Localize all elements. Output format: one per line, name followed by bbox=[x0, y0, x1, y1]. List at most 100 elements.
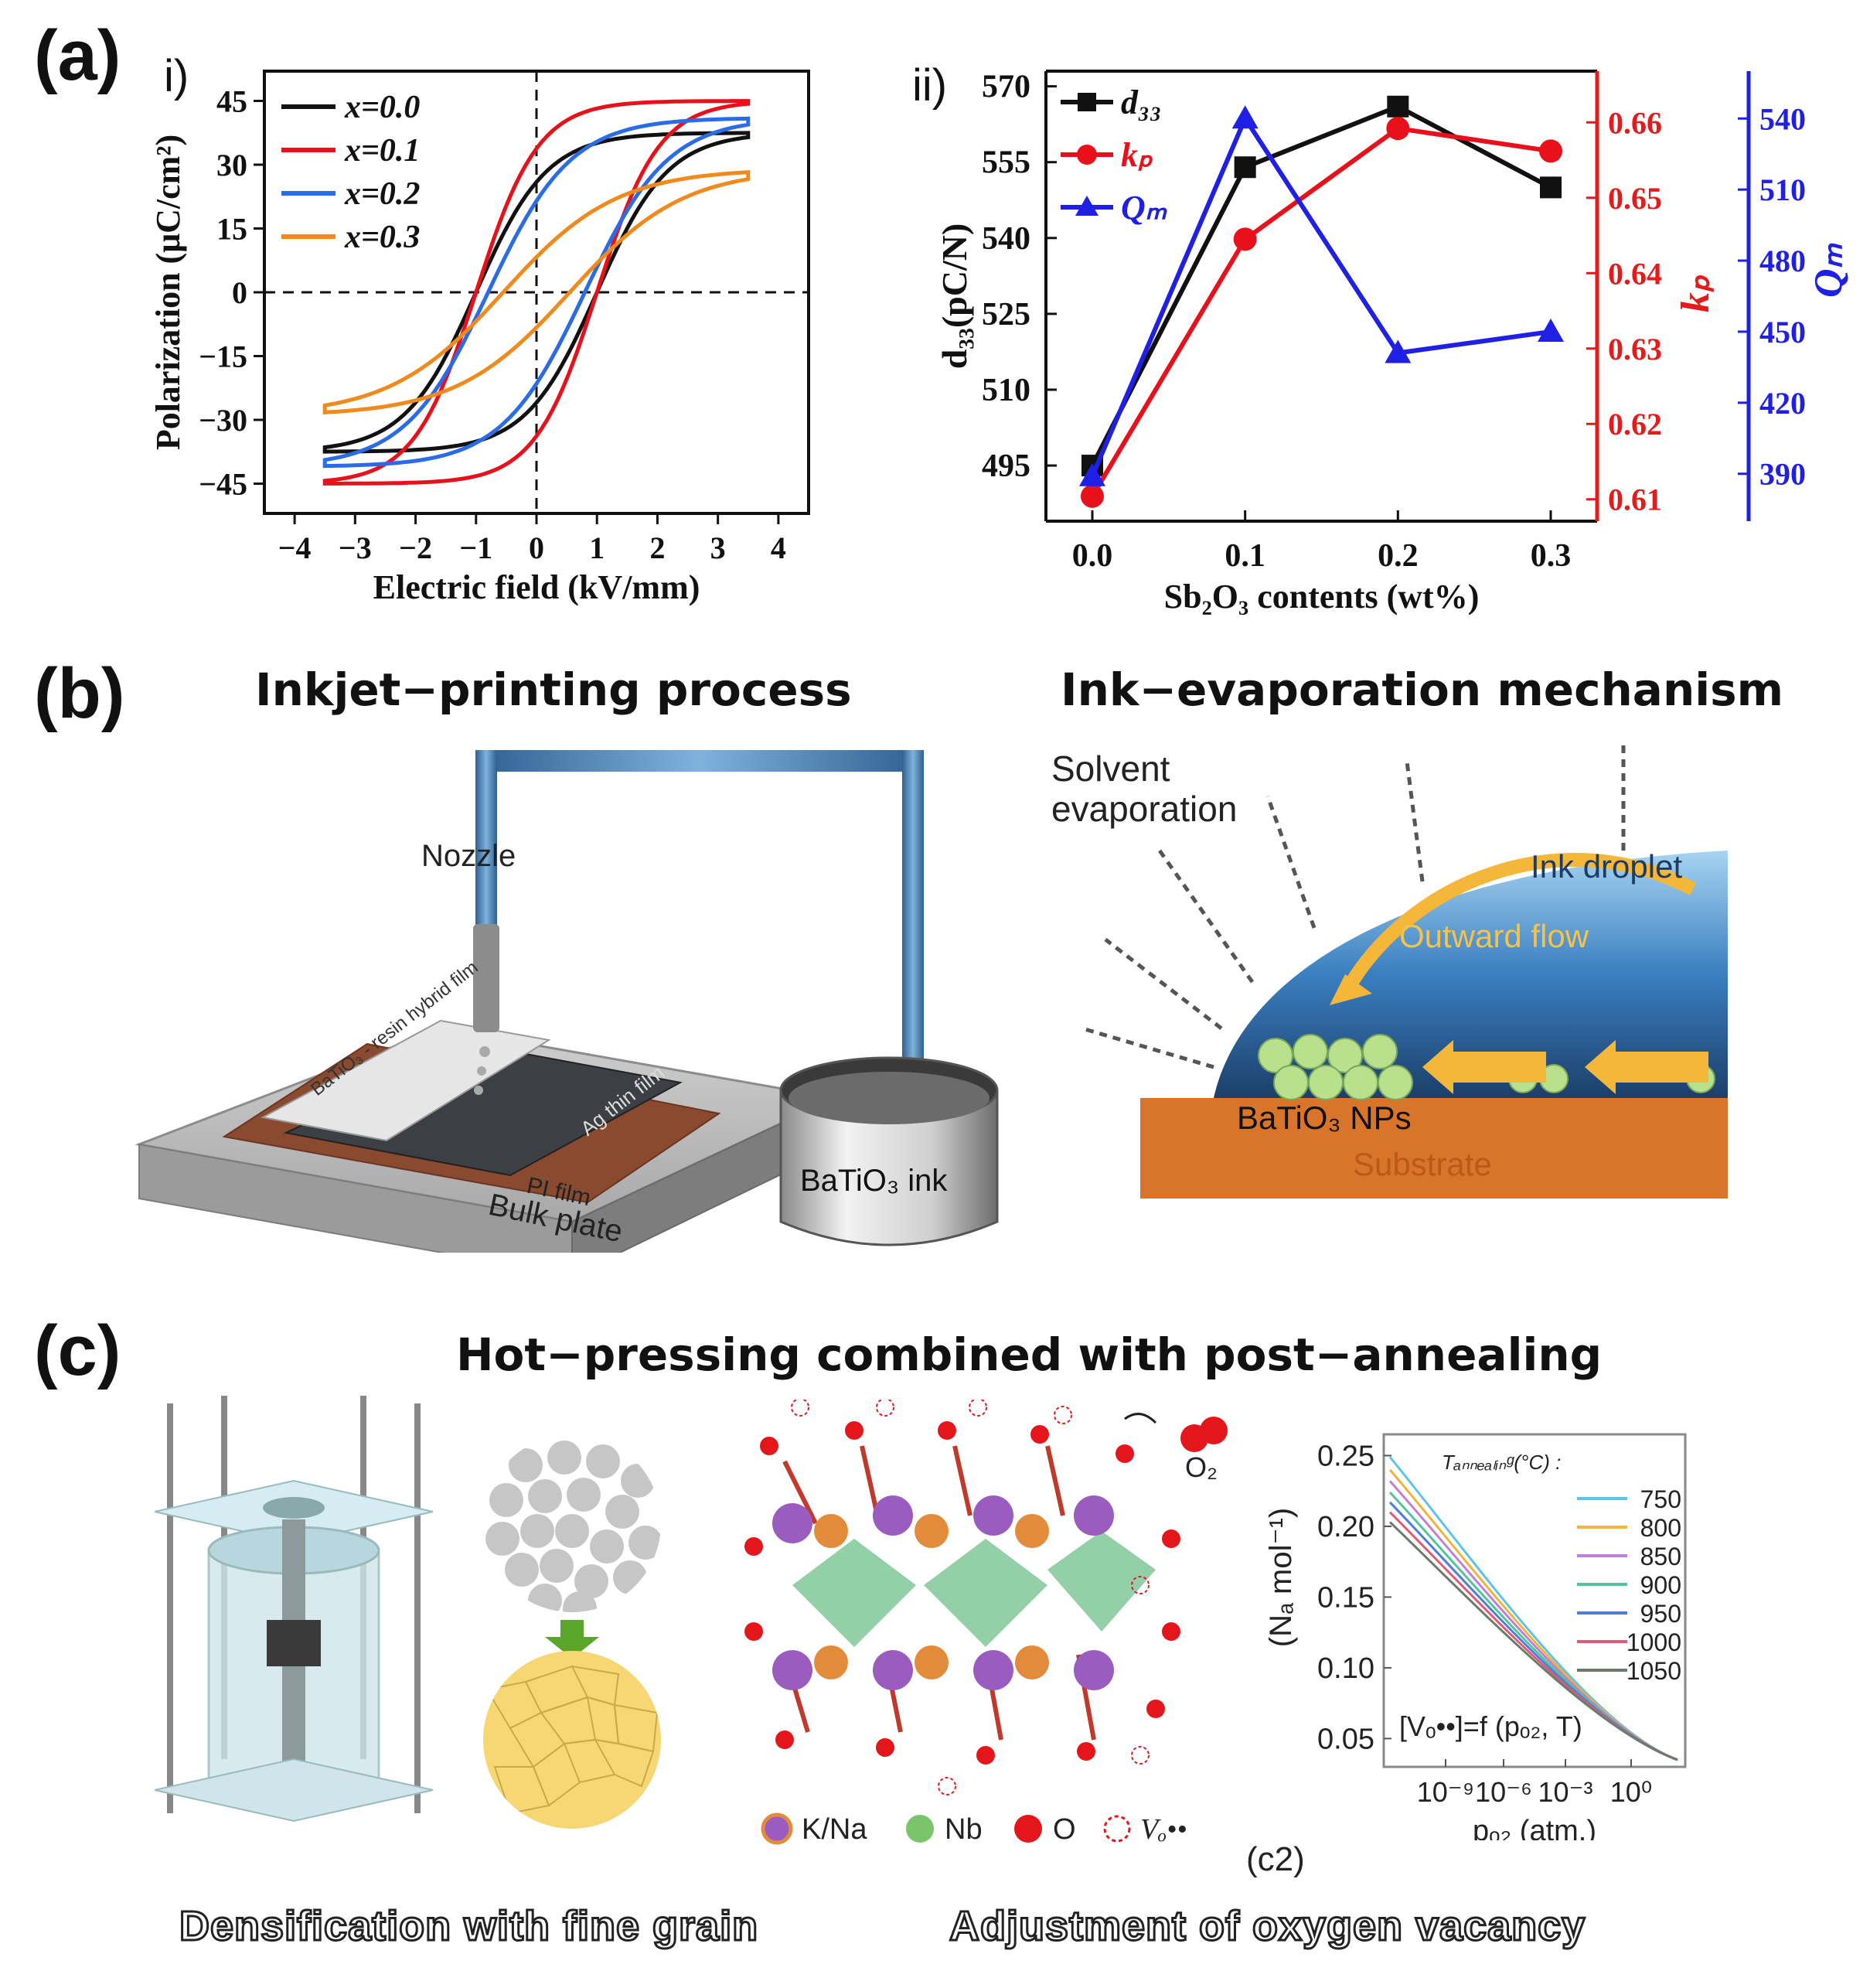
hot-pressing-title: Hot−pressing combined with post−annealin… bbox=[456, 1328, 1603, 1381]
y-tick-label: −45 bbox=[199, 467, 247, 502]
Qm-line bbox=[1090, 113, 1552, 477]
y-tick-label: 0.10 bbox=[1317, 1652, 1374, 1685]
qm-marker bbox=[1079, 462, 1105, 486]
x-tick-label: 10⁻³ bbox=[1538, 1776, 1592, 1808]
legend-label: 1000 bbox=[1626, 1628, 1681, 1656]
ink-container bbox=[779, 1090, 999, 1246]
subpanel-i-label: i) bbox=[164, 51, 189, 101]
kp-tick-label: 0.65 bbox=[1608, 181, 1662, 216]
d33-marker bbox=[1234, 156, 1256, 179]
legend-label: x=0.3 bbox=[344, 220, 420, 255]
y-axis-label: (Nₐ mol⁻¹) bbox=[1264, 1508, 1298, 1647]
ink-droplet bbox=[1214, 851, 1728, 1098]
legend-label: 1050 bbox=[1626, 1657, 1681, 1685]
kp-axis-label: kₚ bbox=[1674, 275, 1718, 312]
legend-label: 850 bbox=[1640, 1543, 1681, 1570]
y-tick-label: 0.20 bbox=[1317, 1511, 1374, 1543]
kp-marker bbox=[1081, 484, 1104, 508]
y-tick-label: 0.15 bbox=[1317, 1581, 1374, 1614]
legend-label: Qₘ bbox=[1121, 189, 1168, 227]
y-tick-label: 15 bbox=[216, 212, 247, 247]
y-tick-label: 0 bbox=[232, 275, 247, 310]
d33-marker bbox=[1540, 176, 1562, 199]
solvent-label: Solvent bbox=[1051, 748, 1170, 789]
sb2o3-properties-chart: ii) 0.0 0.1 0.2 0.3 495 510 525 540 555 570 0.61 0.6… bbox=[912, 60, 1851, 615]
x-tick-label: 0.0 bbox=[1072, 538, 1113, 574]
hot-press-diagram bbox=[154, 1396, 434, 1823]
qm-axis-label: Qₘ bbox=[1807, 242, 1851, 298]
qm-marker bbox=[1231, 105, 1259, 129]
evaporation-arrows bbox=[1081, 742, 1626, 1069]
kp-marker bbox=[1386, 117, 1410, 141]
pe-loop-x-0.3 bbox=[322, 170, 751, 414]
vacancy-legend-icon bbox=[1103, 1815, 1131, 1843]
substrate-label: Substrate bbox=[1353, 1146, 1492, 1182]
kp-tick-label: 0.62 bbox=[1608, 407, 1662, 442]
d33-line bbox=[1090, 104, 1552, 467]
outward-flow-label: Outward flow bbox=[1399, 918, 1589, 954]
down-arrow bbox=[545, 1620, 599, 1659]
kp-tick-label: 0.64 bbox=[1608, 256, 1662, 291]
x-tick-label: 10⁰ bbox=[1610, 1776, 1652, 1808]
crystal-legend: K/Na Nb O Vₒ•• bbox=[761, 1812, 1187, 1846]
qm-tick-label: 540 bbox=[1759, 101, 1806, 136]
x-tick-label: −4 bbox=[278, 530, 312, 565]
inkjet-printing-diagram: Nozzle BaTiO₃ - resin hybrid film Ag thi… bbox=[135, 750, 999, 1253]
qm-tick-label: 390 bbox=[1759, 457, 1806, 492]
vacancy-curve-1050 bbox=[1388, 1521, 1678, 1761]
y-tick-label: −30 bbox=[199, 403, 247, 438]
x-tick-label: −1 bbox=[459, 530, 492, 565]
x-tick-label: 0.3 bbox=[1531, 538, 1572, 574]
c2-label: (c2) bbox=[1246, 1840, 1305, 1878]
vacancy-legend-label: Vₒ•• bbox=[1140, 1813, 1187, 1846]
qm-tick-label: 420 bbox=[1759, 386, 1806, 421]
nb-legend-label: Nb bbox=[945, 1813, 983, 1846]
nanoparticles-label: BaTiO₃ NPs bbox=[1237, 1100, 1412, 1136]
ink-evaporation-title: Ink−evaporation mechanism bbox=[1061, 663, 1784, 716]
substrate bbox=[1140, 1098, 1728, 1199]
qm-tick-label: 510 bbox=[1759, 172, 1806, 207]
d33-tick-label: 510 bbox=[982, 373, 1030, 408]
d33-tick-label: 495 bbox=[982, 448, 1030, 484]
d33-marker bbox=[1387, 95, 1409, 118]
grain-densification-diagram bbox=[483, 1434, 661, 1829]
legend-marker bbox=[1077, 145, 1097, 165]
x-axis-label: Sb₂O₃ contents (wt%) bbox=[1164, 578, 1480, 615]
kp-marker bbox=[1233, 227, 1257, 251]
qm-tick-label: 450 bbox=[1759, 315, 1806, 350]
x-tick-label: 3 bbox=[710, 530, 726, 565]
inkjet-printing-title: Inkjet−printing process bbox=[255, 663, 852, 716]
pe-loop-chart: i) −4 −3 −2 −1 0 1 2 3 4 45 30 15 0 −15 −30 −45 Electric … bbox=[149, 51, 810, 606]
d33-tick-label: 525 bbox=[982, 297, 1030, 332]
legend-label: kₚ bbox=[1121, 136, 1153, 174]
o2-label: O₂ bbox=[1185, 1451, 1218, 1483]
ink-droplet-label: Ink droplet bbox=[1531, 848, 1682, 885]
panel-a-letter: (a) bbox=[34, 16, 121, 95]
legend-label: 950 bbox=[1640, 1600, 1681, 1628]
kp-tick-label: 0.66 bbox=[1608, 105, 1662, 140]
d33-tick-label: 540 bbox=[982, 221, 1030, 257]
qm-marker bbox=[1538, 318, 1564, 342]
legend-label: 750 bbox=[1640, 1485, 1681, 1513]
ink-evaporation-diagram: Solvent evaporation Ink droplet Outward … bbox=[1051, 742, 1728, 1199]
y-tick-label: 30 bbox=[216, 148, 247, 182]
legend-label: 800 bbox=[1640, 1514, 1681, 1542]
d33-axis-label: d₃₃(pC/N) bbox=[935, 223, 974, 370]
x-tick-label: 2 bbox=[649, 530, 665, 565]
x-tick-label: −3 bbox=[339, 530, 372, 565]
pe-loop-x-0.2 bbox=[322, 116, 751, 469]
kp-tick-label: 0.61 bbox=[1608, 483, 1662, 517]
x-axis-label: Electric field (kV/mm) bbox=[373, 568, 700, 606]
evaporation-label: evaporation bbox=[1051, 789, 1237, 829]
x-tick-label: 1 bbox=[589, 530, 605, 565]
kna-legend-label: K/Na bbox=[802, 1813, 867, 1846]
x-tick-label: −2 bbox=[399, 530, 432, 565]
nozzle-body bbox=[473, 924, 499, 1032]
ink-label: BaTiO₃ ink bbox=[800, 1164, 948, 1198]
o-legend-label: O bbox=[1053, 1813, 1076, 1846]
legend-marker bbox=[1075, 196, 1098, 216]
x-tick-label: 0.1 bbox=[1225, 538, 1265, 574]
kna-legend-icon bbox=[761, 1812, 793, 1845]
outward-flow-arrow bbox=[1339, 853, 1697, 997]
y-axis-label: Polarization (μC/cm²) bbox=[149, 135, 187, 450]
